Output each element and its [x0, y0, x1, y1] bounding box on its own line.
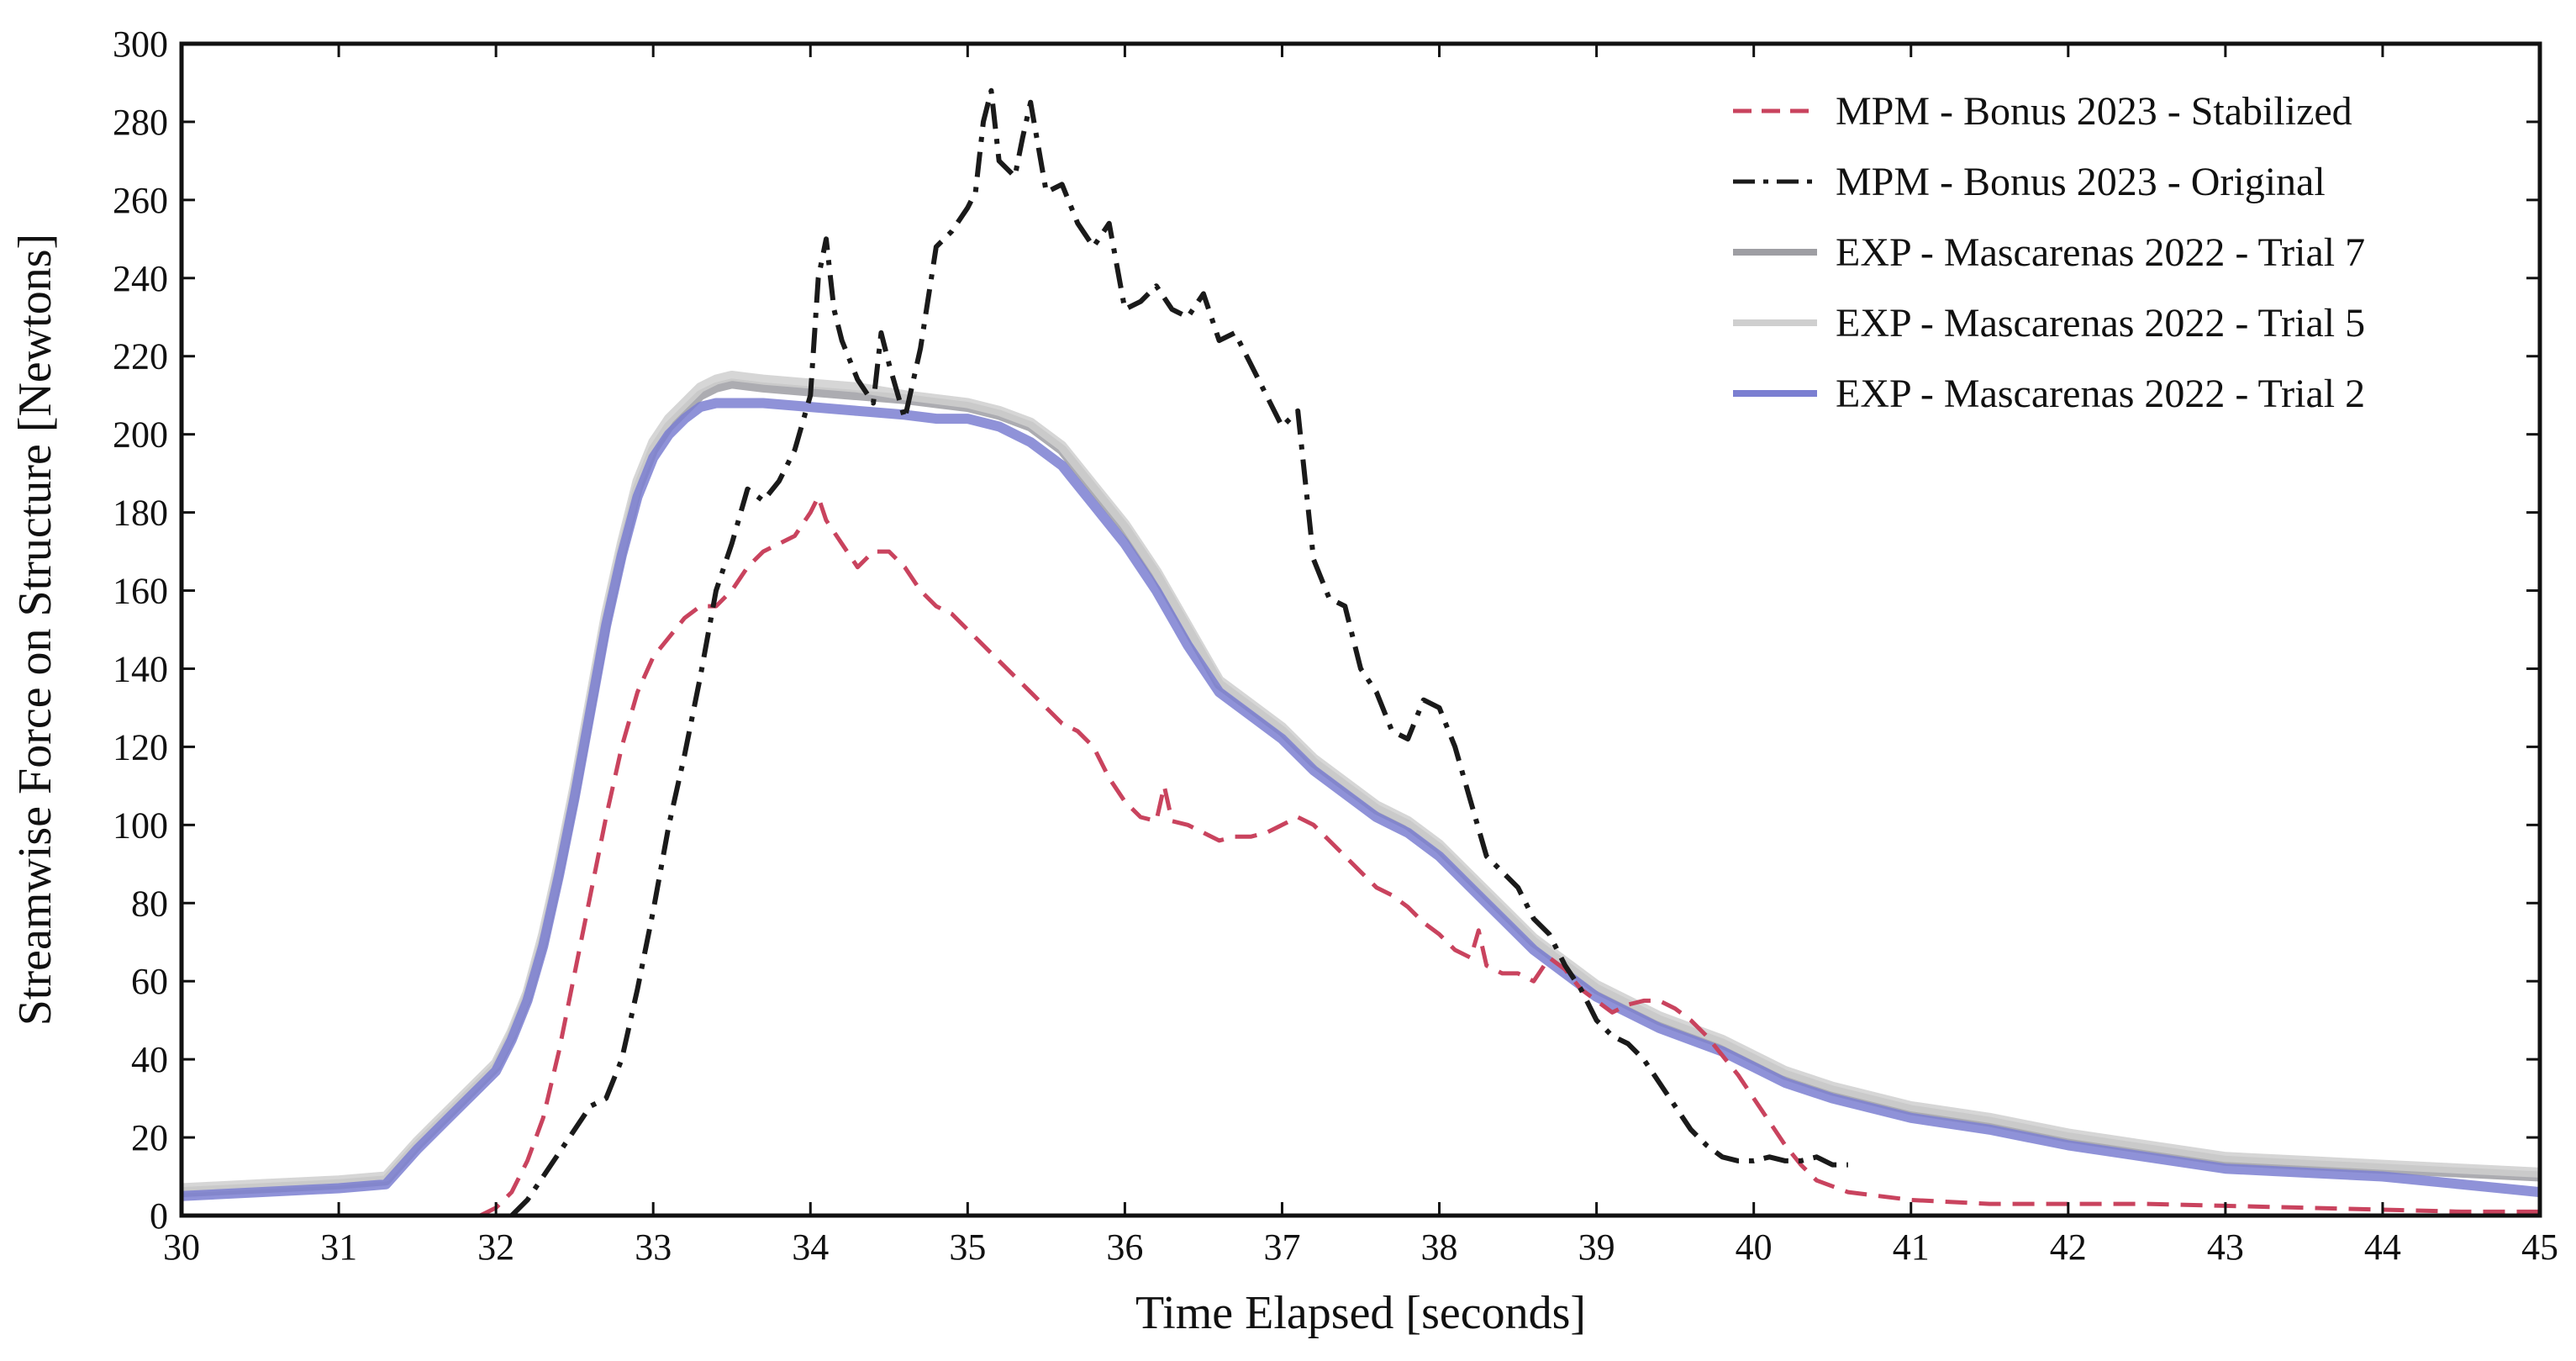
legend-label-4: EXP - Mascarenas 2022 - Trial 5 [1836, 301, 2365, 346]
x-tick-label: 32 [477, 1226, 514, 1268]
x-tick-label: 44 [2364, 1226, 2401, 1268]
ticks-layer: 30 31 32 33 34 35 36 37 38 39 40 41 42 43 44 45 0 20 40 60 8… [113, 24, 2558, 1268]
legend-label-3: EXP - Mascarenas 2022 - Trial 7 [1836, 230, 2365, 275]
y-tick-label: 200 [113, 414, 168, 456]
series-line-5 [181, 398, 2541, 1201]
y-tick-label: 180 [113, 493, 168, 534]
y-tick-label: 0 [150, 1195, 168, 1237]
x-tick-label: 42 [2050, 1226, 2087, 1268]
x-tick-label: 43 [2207, 1226, 2244, 1268]
y-tick-label: 280 [113, 102, 168, 143]
x-tick-label: 30 [163, 1226, 200, 1268]
y-tick-label: 260 [113, 180, 168, 221]
legend-label-1: MPM - Bonus 2023 - Stabilized [1836, 89, 2352, 134]
y-tick-label: 300 [113, 24, 168, 65]
legend-label-2: MPM - Bonus 2023 - Original [1836, 160, 2326, 204]
series-layer [181, 87, 2541, 1218]
x-tick-label: 39 [1578, 1226, 1615, 1268]
y-tick-label: 40 [131, 1039, 168, 1080]
y-tick-label: 100 [113, 804, 168, 846]
x-tick-label: 35 [949, 1226, 986, 1268]
x-axis-title: Time Elapsed [seconds] [1135, 1287, 1586, 1339]
y-tick-label: 120 [113, 726, 168, 768]
x-tick-label: 37 [1263, 1226, 1300, 1268]
y-tick-label: 80 [131, 883, 168, 924]
y-axis-title: Streamwise Force on Structure [Newtons] [9, 234, 61, 1026]
x-tick-label: 34 [792, 1226, 829, 1268]
y-tick-label: 240 [113, 258, 168, 299]
y-tick-label: 20 [131, 1117, 168, 1158]
legend: MPM - Bonus 2023 - Stabilized MPM - Bonus… [1733, 89, 2365, 416]
x-tick-label: 40 [1736, 1226, 1773, 1268]
x-tick-label: 41 [1893, 1226, 1930, 1268]
x-tick-label: 45 [2521, 1226, 2558, 1268]
x-tick-label: 38 [1421, 1226, 1458, 1268]
y-tick-label: 220 [113, 336, 168, 377]
plot-frame [179, 41, 2542, 1218]
series-line-1 [479, 494, 2540, 1218]
x-tick-label: 36 [1106, 1226, 1143, 1268]
series-line-4 [181, 371, 2541, 1194]
legend-label-5: EXP - Mascarenas 2022 - Trial 2 [1836, 372, 2365, 416]
x-tick-label: 31 [320, 1226, 357, 1268]
series-line-2 [509, 87, 1848, 1218]
x-tick-label: 33 [635, 1226, 672, 1268]
y-tick-label: 160 [113, 571, 168, 612]
y-tick-label: 60 [131, 961, 168, 1002]
y-tick-label: 140 [113, 648, 168, 689]
